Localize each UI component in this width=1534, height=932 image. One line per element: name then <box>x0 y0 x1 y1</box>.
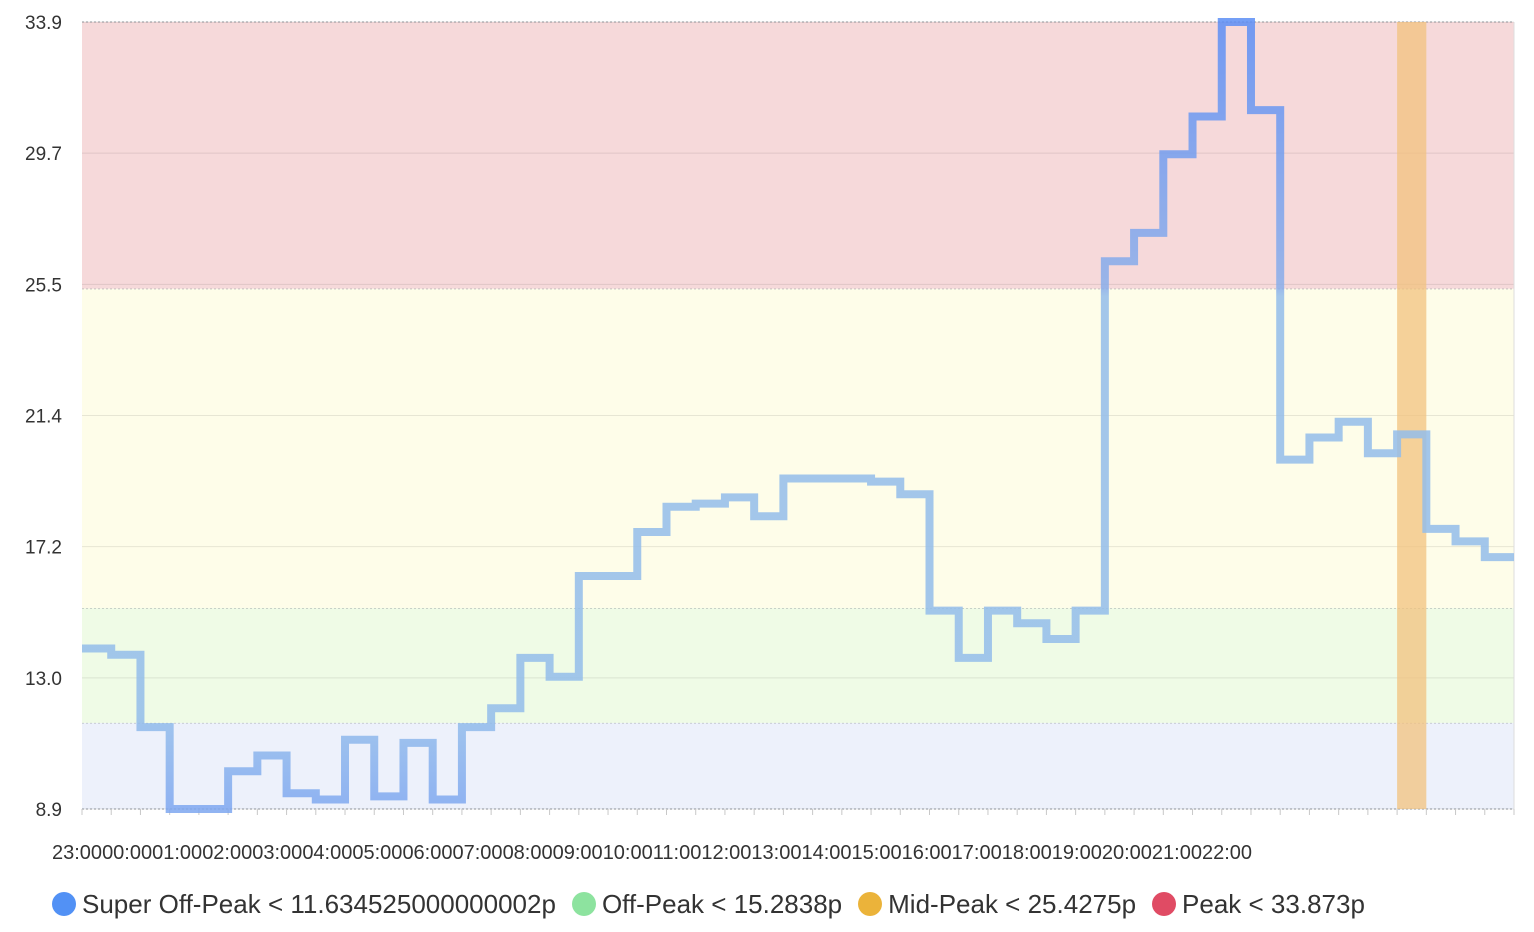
legend-item-peak[interactable]: Peak < 33.873p <box>1152 889 1365 920</box>
x-tick-label: 23:00 <box>52 842 102 864</box>
band-super-off-peak <box>82 722 1514 809</box>
y-tick-label: 29.7 <box>25 144 62 165</box>
x-tick-label: 00:00 <box>102 842 152 864</box>
x-tick-label: 01:00 <box>152 842 202 864</box>
legend-item-mid-peak[interactable]: Mid-Peak < 25.4275p <box>858 889 1136 920</box>
legend-dot-icon <box>858 892 883 916</box>
x-tick-label: 12:00 <box>701 842 751 864</box>
y-tick-label: 21.4 <box>25 407 62 428</box>
price-bands <box>82 21 1514 810</box>
rate-series[interactable] <box>82 18 1514 813</box>
x-tick-label: 05:00 <box>352 842 402 864</box>
legend-label: Peak < 33.873p <box>1182 888 1365 919</box>
legend-item-super-off-peak[interactable]: Super Off-Peak < 11.634525000000002p <box>52 889 556 920</box>
x-tick-labels: 23:0000:0001:0002:0003:0004:0005:0006:00… <box>52 842 1252 864</box>
y-tick-label: 8.9 <box>36 800 62 821</box>
y-tick-label: 13.0 <box>25 669 62 690</box>
rate-chart: 33.9 29.7 25.5 21.4 17.2 13.0 8.9 23:0000:0001… <box>25 13 1515 864</box>
x-tick-label: 11:00 <box>653 842 702 864</box>
band-off-peak <box>82 608 1514 723</box>
gridlines <box>81 21 1515 815</box>
x-tick-label: 18:00 <box>1002 842 1052 864</box>
legend-label: Super Off-Peak < 11.634525000000002p <box>82 888 556 919</box>
legend-dot-icon <box>571 892 596 916</box>
current-slot-highlight <box>1397 22 1427 809</box>
x-tick-label: 21:00 <box>1152 842 1202 864</box>
legend-dot-icon <box>52 892 76 916</box>
x-tick-label: 17:00 <box>952 842 1002 864</box>
current-slot-bar <box>1397 22 1427 809</box>
x-tick-label: 09:00 <box>553 842 603 864</box>
x-tick-label: 14:00 <box>801 842 851 864</box>
y-tick-label: 17.2 <box>25 538 62 559</box>
x-tick-label: 15:00 <box>852 842 902 864</box>
band-mid-peak <box>82 288 1514 609</box>
x-tick-label: 10:00 <box>603 842 653 864</box>
x-tick-label: 03:00 <box>252 842 302 864</box>
y-axis-ticks: 33.9 29.7 25.5 21.4 17.2 13.0 8.9 <box>25 13 62 821</box>
x-tick-label: 22:00 <box>1202 842 1252 864</box>
legend-label: Mid-Peak < 25.4275p <box>888 888 1137 919</box>
legend-item-off-peak[interactable]: Off-Peak < 15.2838p <box>571 888 843 920</box>
x-tick-label: 19:00 <box>1052 842 1102 864</box>
x-tick-label: 13:00 <box>751 842 801 864</box>
band-peak <box>82 22 1514 289</box>
legend-dot-icon <box>1152 892 1177 916</box>
y-tick-label: 33.9 <box>25 13 62 34</box>
legend-label: Off-Peak < 15.2838p <box>601 888 843 919</box>
x-tick-label: 06:00 <box>402 842 452 864</box>
y-tick-label: 25.5 <box>25 275 62 296</box>
x-tick-label: 07:00 <box>453 842 503 864</box>
x-axis-ticks: 23:0000:0001:0002:0003:0004:0005:0006:00… <box>52 842 1252 864</box>
x-tick-label: 04:00 <box>302 842 352 864</box>
x-tick-label: 16:00 <box>902 842 952 864</box>
rate-step-line <box>82 18 1514 813</box>
x-tick-label: 08:00 <box>503 842 553 864</box>
x-tick-label: 02:00 <box>202 842 252 864</box>
x-tick-label: 20:00 <box>1102 842 1152 864</box>
legend: Super Off-Peak < 11.634525000000002p Off… <box>52 886 1365 922</box>
